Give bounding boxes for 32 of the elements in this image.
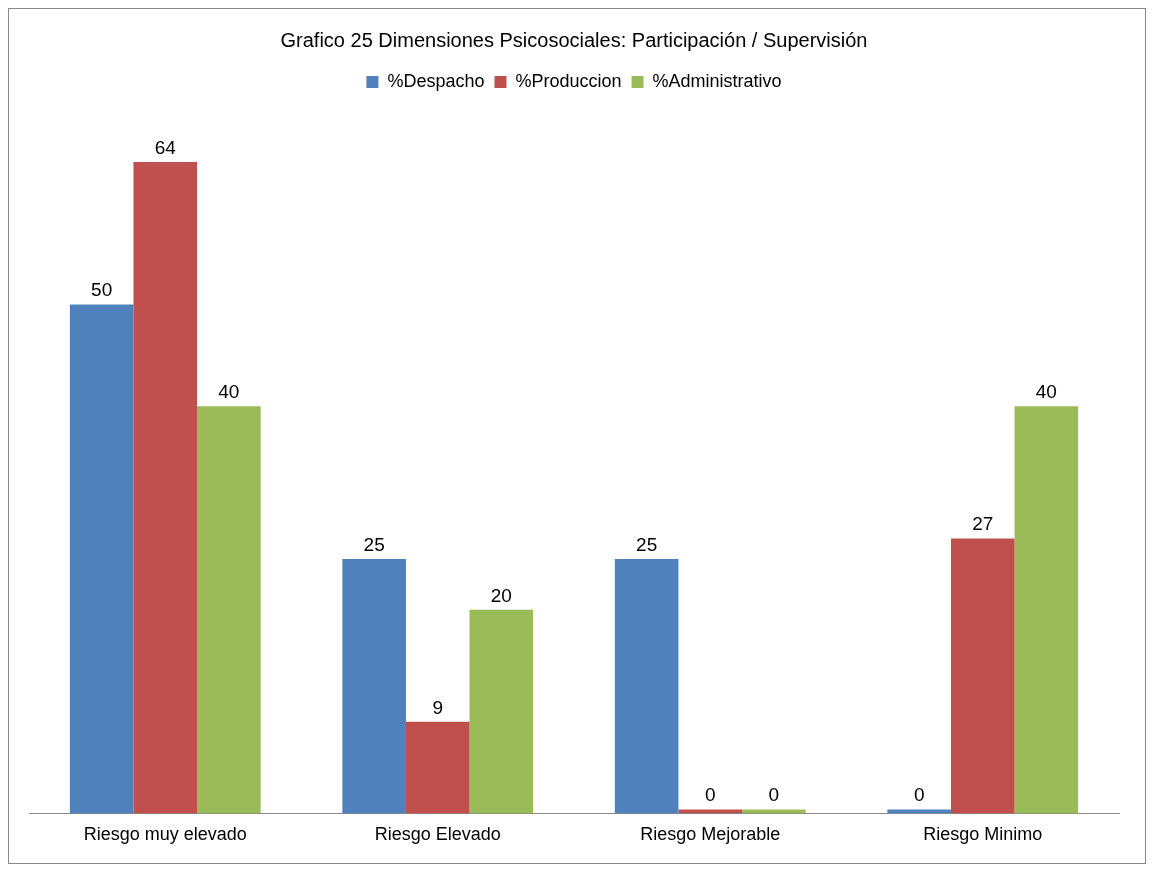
x-tick-label: Riesgo Minimo: [923, 824, 1043, 845]
bar: [614, 558, 679, 814]
bar: [69, 304, 134, 814]
data-label: 25: [363, 533, 385, 555]
chart-title: Grafico 25 Dimensiones Psicosociales: Participación / Supervisión: [280, 28, 868, 51]
bar: [678, 809, 743, 814]
legend-label: %Produccion: [515, 70, 622, 91]
data-label: 20: [490, 584, 512, 606]
bar: [133, 162, 198, 814]
bar: [742, 809, 806, 814]
data-label: 25: [636, 533, 658, 555]
x-tick-label: Riesgo Mejorable: [640, 824, 781, 845]
data-label: 50: [91, 279, 113, 301]
bar: [197, 406, 261, 814]
bar: [405, 721, 470, 814]
data-label: 0: [768, 784, 780, 806]
data-label: 27: [972, 513, 994, 535]
bar: [469, 609, 534, 814]
data-label: 0: [704, 784, 716, 806]
bar: [342, 558, 406, 814]
bar: [1014, 406, 1079, 814]
x-tick-label: Riesgo muy elevado: [83, 824, 247, 845]
data-label: 0: [913, 784, 925, 806]
data-label: 40: [1035, 381, 1057, 403]
data-label: 9: [432, 696, 444, 718]
bar: [887, 809, 951, 814]
data-label: 64: [154, 136, 177, 158]
x-tick-label: Riesgo Elevado: [374, 824, 501, 845]
legend-label: %Administrativo: [652, 70, 782, 91]
bar: [950, 538, 1015, 814]
legend-label: %Despacho: [387, 70, 485, 91]
data-label: 40: [218, 381, 240, 403]
